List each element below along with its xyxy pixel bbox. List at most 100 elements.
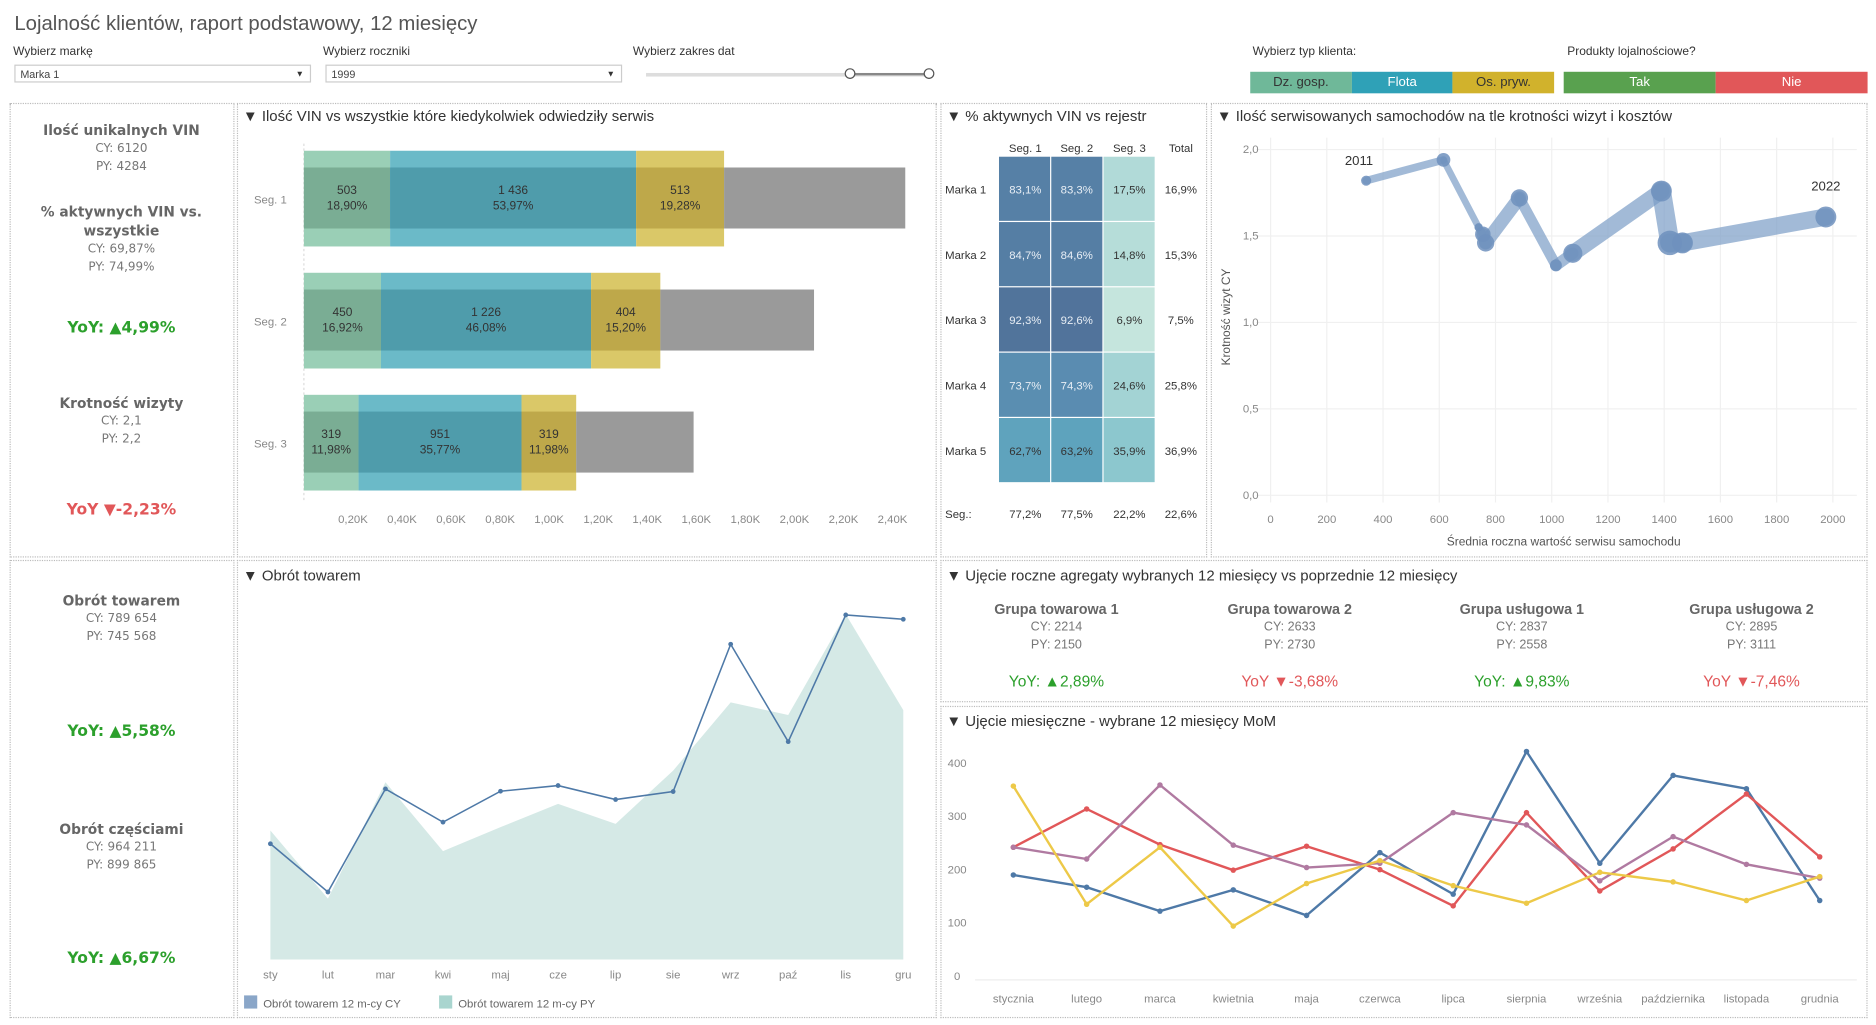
yoy-value: 6,67%: [121, 949, 176, 968]
legend-swatch-py: [439, 995, 453, 1009]
scatter-title[interactable]: ▼ Ilość serwisowanych samochodów na tle …: [1216, 107, 1673, 125]
x-tick-label: 0,40K: [387, 514, 417, 526]
yoy-value: 2,89%: [1059, 672, 1105, 691]
loyalty-nie[interactable]: Nie: [1715, 71, 1868, 94]
series-point: [1816, 854, 1823, 860]
series-point: [1743, 785, 1750, 792]
chevron-down-icon[interactable]: ▼: [606, 70, 615, 79]
path-segment: [1673, 208, 1835, 252]
x-tick-label: 2,20K: [829, 514, 859, 526]
annual-group-card: Grupa usługowa 2 CY: 2895 PY: 3111 YoY ▼…: [1638, 599, 1865, 691]
group-title: Grupa usługowa 1: [1459, 600, 1585, 618]
series-point: [1010, 783, 1017, 789]
cy-point: [900, 616, 906, 622]
row-label: Marka 3: [945, 315, 986, 327]
row-label: Marka 4: [945, 381, 986, 393]
bar-value-label: 450: [332, 305, 352, 319]
yoy-value: 9,83%: [1525, 672, 1570, 691]
cell-label: 24,6%: [1113, 381, 1145, 393]
legend-swatch-cy: [244, 995, 258, 1009]
x-tick-label: grudnia: [1801, 994, 1840, 1006]
series-point: [1303, 843, 1310, 849]
arrow-down-icon: ▼: [1735, 672, 1751, 691]
series-point: [1377, 849, 1383, 856]
customer-type-os-pryw[interactable]: Os. pryw.: [1452, 71, 1555, 94]
x-tick-label: czerwca: [1359, 994, 1401, 1006]
customer-type-dz-gosp[interactable]: Dz. gosp.: [1250, 71, 1352, 94]
heatmap-cell: [1103, 418, 1155, 483]
column-header: Seg. 3: [1113, 143, 1146, 155]
x-tick-label: października: [1641, 994, 1705, 1006]
annual-title[interactable]: ▼ Ujęcie roczne agregaty wybranych 12 mi…: [946, 567, 1458, 584]
yoy-label: YoY:: [1008, 672, 1041, 691]
turnover-title[interactable]: ▼ Obrót towarem: [242, 567, 361, 584]
heatmap-title[interactable]: ▼ % aktywnych VIN vs rejestr: [946, 107, 1147, 125]
series-point: [1670, 879, 1676, 885]
customer-type-flota[interactable]: Flota: [1351, 71, 1453, 94]
x-tick-label: kwietnia: [1213, 994, 1255, 1006]
bar-value-label: 1 436: [498, 183, 528, 197]
x-tick-label: stycznia: [993, 994, 1035, 1006]
y-tick-label: 0,5: [1243, 403, 1259, 415]
row-label: Marka 5: [945, 446, 986, 458]
group-title: Grupa usługowa 2: [1689, 600, 1814, 618]
y-tick-label: Seg. 1: [254, 194, 287, 206]
legend-label-py: Obrót towarem 12 m-cy PY: [458, 998, 595, 1010]
date-range-slider[interactable]: [646, 72, 929, 77]
heatmap-cell: [1051, 352, 1103, 417]
x-tick-label: 1000: [1539, 514, 1564, 526]
arrow-down-icon: ▼: [103, 501, 116, 520]
series-point: [1083, 806, 1090, 812]
x-tick-label: września: [1576, 994, 1623, 1006]
x-tick-label: 0,20K: [338, 514, 368, 526]
years-dropdown[interactable]: 1999 ▼: [325, 64, 623, 83]
series-point: [1816, 897, 1823, 904]
y-tick-label: 100: [948, 918, 967, 930]
series-point: [1597, 860, 1603, 867]
footer-value: 77,5%: [1061, 509, 1093, 521]
yoy-parts: YoY: ▲6,67%: [10, 950, 234, 968]
annual-group-card: Grupa towarowa 2 CY: 2633 PY: 2730 YoY ▼…: [1176, 599, 1403, 691]
brand-filter-label: Wybierz markę: [13, 45, 93, 59]
series-point: [1450, 903, 1456, 909]
brand-dropdown[interactable]: Marka 1 ▼: [14, 64, 312, 83]
path-segment: [1514, 192, 1562, 271]
yoy-value: 4,99%: [121, 319, 176, 338]
x-tick-label: 1,20K: [583, 514, 613, 526]
series-point: [1670, 846, 1676, 852]
group-cy: CY: 2633: [1263, 619, 1316, 635]
chevron-down-icon[interactable]: ▼: [295, 70, 304, 79]
series-point: [1083, 901, 1090, 908]
date-range-start-handle[interactable]: [844, 68, 856, 79]
vin-bars-title[interactable]: ▼ Ilość VIN vs wszystkie które kiedykolw…: [242, 107, 655, 125]
series-line: [1012, 785, 1821, 928]
series-point: [1083, 856, 1090, 862]
cy-point: [383, 786, 388, 792]
data-point: [1361, 175, 1372, 186]
cy-line: [269, 614, 904, 894]
heatmap-cell: [1103, 352, 1155, 417]
group-title: Grupa towarowa 2: [1227, 600, 1352, 618]
bar-segment-overlap: [591, 289, 661, 351]
kpi-cy: CY: 6120: [95, 142, 148, 156]
footer-value: 22,2%: [1113, 509, 1145, 521]
cell-label: 73,7%: [1009, 381, 1041, 393]
loyalty-selector: Tak Nie: [1563, 71, 1868, 94]
monthly-title[interactable]: ▼ Ujęcie miesięczne - wybrane 12 miesięc…: [946, 713, 1277, 730]
loyalty-tak[interactable]: Tak: [1563, 71, 1716, 94]
series-point: [1010, 844, 1017, 851]
yoy-label: YoY: [1703, 672, 1731, 691]
x-tick-label: 1,80K: [731, 514, 761, 526]
x-tick-label: lipca: [1442, 994, 1466, 1006]
group-cy: CY: 2214: [1030, 619, 1083, 635]
bar-segment-overlap: [303, 289, 381, 351]
cell-label: 16,9%: [1165, 185, 1197, 197]
group-title: Grupa towarowa 1: [994, 600, 1119, 618]
bar-value-label: 503: [337, 183, 357, 197]
date-range-end-handle[interactable]: [923, 68, 935, 79]
bar-segment-overlap: [380, 289, 592, 351]
y-tick-label: 2,0: [1243, 144, 1259, 156]
cell-label: 83,3%: [1061, 185, 1093, 197]
bar-pct-label: 46,08%: [466, 320, 507, 334]
